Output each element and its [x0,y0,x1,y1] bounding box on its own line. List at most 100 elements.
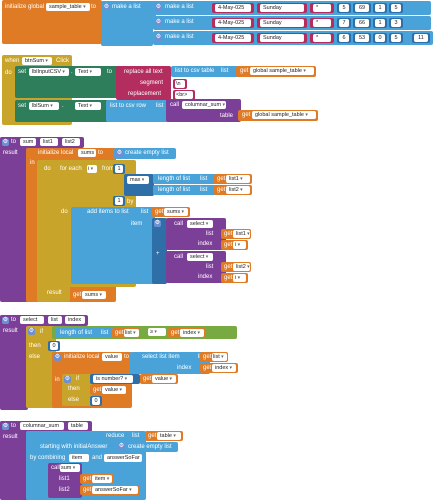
item-param-field[interactable]: item [69,454,89,462]
create-empty-list-block[interactable]: ⚙ create empty list [114,148,176,159]
procedure-dropdown[interactable]: select [187,220,213,228]
number-value[interactable]: 66 [355,19,369,27]
then-number[interactable]: 0 [50,342,58,350]
number-value[interactable]: 11 [414,34,428,42]
variable-dropdown[interactable]: index [180,329,204,337]
variable-dropdown[interactable]: sums [164,208,188,216]
procedure-colsum-header[interactable]: ⚙ to columnar_sum table [0,421,92,432]
length-of-list-block[interactable]: length of list list [153,185,225,195]
param-field[interactable]: list [48,316,62,324]
call-columnar-sum-block[interactable]: call columnar_sum table [166,99,241,122]
number-value[interactable]: 5 [391,34,401,42]
day-text[interactable]: Sunday [260,4,304,12]
length-of-list-block[interactable]: length of list list [55,328,115,338]
param-field[interactable]: list1 [40,138,58,146]
get-list-block[interactable]: get list [112,328,140,338]
get-list-block[interactable]: get list [200,352,228,362]
set-lblinputcsv-block[interactable]: set lblInputCSV . Text to [15,66,125,98]
mutator-gear-icon[interactable]: ⚙ [2,423,9,430]
param-field[interactable]: list2 [62,138,80,146]
max-dropdown[interactable]: max [127,176,149,184]
init-global-block[interactable]: initialize global sample_table to [2,0,102,44]
date-text[interactable]: 4-May-025 [215,4,251,12]
mark-text[interactable]: * [313,34,331,42]
mark-text-block[interactable]: * [310,3,334,13]
procedure-select-block[interactable]: result [0,315,28,410]
variable-dropdown[interactable]: item [92,475,112,483]
date-text-block[interactable]: 4-May-025 [212,18,254,28]
variable-dropdown[interactable]: i [233,274,246,282]
mutator-gear-icon[interactable]: ⚙ [155,4,162,11]
variable-dropdown[interactable]: i [233,241,246,249]
else-number[interactable]: 0 [92,397,100,405]
operator-dropdown[interactable]: ≥ [148,328,166,336]
else-number-block[interactable]: 0 [90,396,102,406]
number-value[interactable]: 1 [375,4,385,12]
replacement-text-block[interactable]: <br> [173,90,195,100]
number-value[interactable]: 53 [355,34,369,42]
number-value[interactable]: 6 [339,34,349,42]
property-dropdown[interactable]: Text [75,102,101,110]
get-sums-block[interactable]: get sums [70,290,108,300]
get-item-block[interactable]: get item [80,474,114,484]
num-block[interactable]: 0 [373,33,387,43]
replace-all-block[interactable]: replace all text segment replacement [116,66,171,100]
mutator-gear-icon[interactable]: ⚙ [154,220,161,227]
mutator-gear-icon[interactable]: ⚙ [28,328,35,335]
create-empty-list-block[interactable]: ⚙ create empty list [116,442,178,452]
num-block[interactable]: 3 [389,18,403,28]
variable-dropdown[interactable]: list1 [233,230,250,238]
segment-text-block[interactable]: \n [173,79,187,89]
num-block[interactable]: 69 [353,3,371,13]
number-value[interactable]: 3 [391,19,401,27]
day-text-block[interactable]: Sunday [257,18,307,28]
procedure-dropdown[interactable]: columnar_sum [182,101,226,109]
list-to-csv-row-block[interactable]: list to csv row list [106,100,168,122]
get-global-sample-table[interactable]: get global sample_table [236,66,316,77]
num-block[interactable]: 1 [373,3,387,13]
then-number-block[interactable]: 0 [48,341,60,351]
get-i-block[interactable]: get i [221,273,248,283]
variable-dropdown[interactable]: sums [82,291,106,299]
get-global-sample-table[interactable]: get global sample_table [238,110,318,121]
mark-text-block[interactable]: * [310,18,334,28]
component-dropdown[interactable]: btnSum [22,57,52,65]
mutator-gear-icon[interactable]: ⚙ [64,376,71,383]
num-block[interactable]: 11 [412,33,430,43]
call-sum-block[interactable]: call sum list1 list2 [48,463,82,498]
get-sums-block[interactable]: get sums [152,207,190,217]
get-value-block[interactable]: get value [90,385,128,395]
mutator-gear-icon[interactable]: ⚙ [155,19,162,26]
mutator-gear-icon[interactable]: ⚙ [2,317,9,324]
plus-block[interactable]: ⚙ + [152,218,167,284]
procedure-sum-header[interactable]: ⚙ to sum list1 list2 [0,137,84,148]
local-var-field[interactable]: sums [78,149,96,157]
inner-if-block[interactable]: ⚙ if then else [62,374,92,406]
variable-dropdown[interactable]: list2 [226,186,250,194]
number-value[interactable]: 5 [339,4,349,12]
get-answersofar-block[interactable]: get answerSoFar [80,485,140,495]
from-number[interactable]: 1 [115,165,123,173]
local-var-field[interactable]: value [102,353,122,361]
component-dropdown[interactable]: lblSum [29,102,59,110]
number-value[interactable]: 1 [375,19,385,27]
by-number-block[interactable]: 1 [113,196,125,206]
component-dropdown[interactable]: lblInputCSV [29,68,69,76]
is-number-dropdown[interactable]: is number? [93,375,133,383]
answer-param-field[interactable]: answerSoFar [104,454,142,462]
get-index-block[interactable]: get index [200,363,238,373]
param-field[interactable]: table [68,422,88,430]
property-dropdown[interactable]: Text [75,68,101,76]
mark-text[interactable]: * [313,19,331,27]
variable-dropdown[interactable]: global sample_table [250,67,314,75]
procedure-select-header[interactable]: ⚙ to select list index [0,315,88,326]
day-text[interactable]: Sunday [260,19,304,27]
number-value[interactable]: 7 [339,19,349,27]
get-value-block[interactable]: get value [140,374,178,384]
date-text-block[interactable]: 4-May-025 [212,3,254,13]
segment-text[interactable]: \n [175,80,185,88]
list-to-csv-table-block[interactable]: list to csv table list [171,66,243,77]
mutator-gear-icon[interactable]: ⚙ [2,139,9,146]
mutator-gear-icon[interactable]: ⚙ [118,443,125,450]
procedure-dropdown[interactable]: sum [60,464,80,472]
